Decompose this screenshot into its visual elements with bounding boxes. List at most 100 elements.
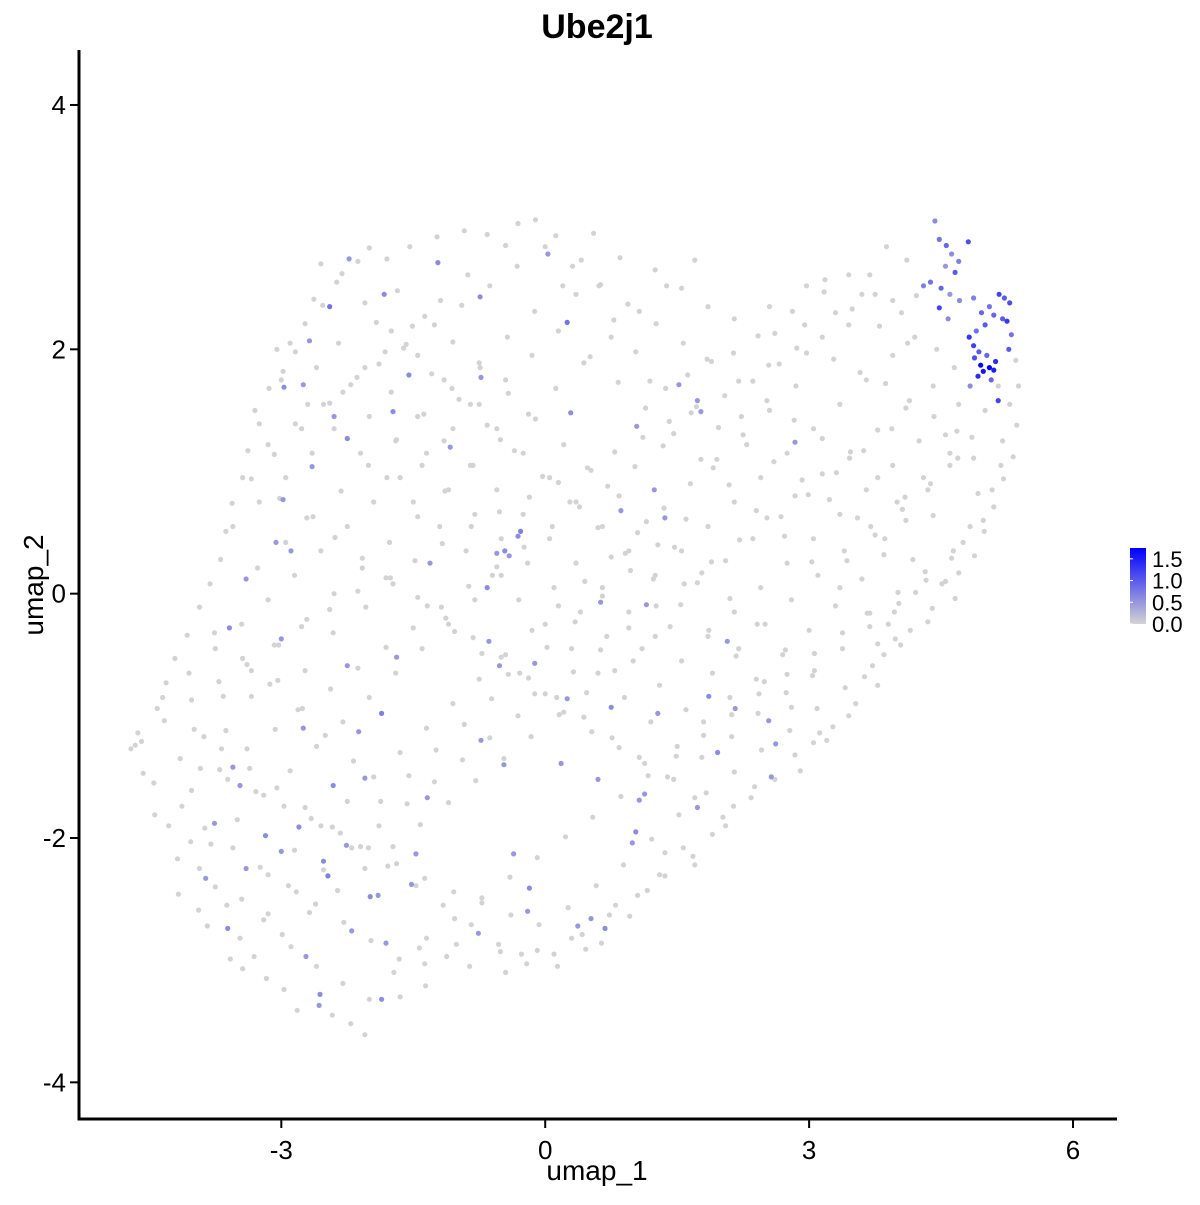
cell-point bbox=[890, 297, 896, 304]
cell-point-expressing bbox=[343, 842, 349, 848]
x-tick-label: 0 bbox=[538, 1135, 552, 1165]
cell-point-expressing bbox=[303, 953, 309, 960]
cell-point bbox=[554, 694, 560, 701]
cell-point bbox=[762, 621, 768, 627]
cell-point bbox=[616, 745, 622, 751]
cell-point bbox=[240, 655, 246, 662]
cell-point bbox=[772, 330, 778, 336]
cell-point bbox=[394, 861, 400, 867]
cell-point bbox=[569, 646, 575, 652]
cell-point bbox=[472, 597, 478, 603]
cell-point bbox=[929, 605, 935, 611]
cell-point bbox=[553, 233, 559, 239]
cell-point bbox=[313, 901, 319, 907]
cell-point-expressing bbox=[280, 497, 286, 503]
cell-point bbox=[487, 283, 493, 289]
cell-point bbox=[708, 559, 715, 565]
cell-point bbox=[503, 652, 509, 658]
cell-point bbox=[912, 334, 918, 340]
cell-point bbox=[524, 961, 530, 967]
cell-point-expressing bbox=[942, 263, 949, 269]
cell-point bbox=[615, 379, 621, 385]
cell-point bbox=[449, 385, 455, 391]
cell-point bbox=[280, 368, 286, 374]
cell-point bbox=[837, 585, 843, 591]
cell-point bbox=[632, 464, 638, 470]
cell-point bbox=[366, 245, 372, 251]
cell-point bbox=[555, 479, 562, 486]
cell-point bbox=[714, 456, 720, 462]
cell-point bbox=[847, 449, 854, 455]
cell-point bbox=[922, 569, 928, 575]
cell-point bbox=[692, 862, 698, 868]
cell-point-expressing bbox=[698, 409, 704, 415]
cell-point bbox=[578, 257, 584, 263]
cell-point bbox=[705, 633, 711, 640]
cell-point bbox=[612, 449, 618, 455]
cell-point-expressing bbox=[676, 382, 682, 388]
cell-point-expressing bbox=[967, 383, 973, 389]
cell-point bbox=[140, 770, 146, 776]
cell-point bbox=[197, 765, 203, 772]
cell-point bbox=[655, 542, 661, 548]
cell-point bbox=[439, 541, 445, 547]
cell-point-expressing bbox=[715, 749, 721, 756]
cell-point bbox=[413, 883, 419, 889]
x-tick-label: -3 bbox=[270, 1135, 293, 1165]
cell-point bbox=[466, 583, 472, 589]
cell-point bbox=[688, 410, 694, 416]
y-tick-label: 0 bbox=[52, 579, 66, 609]
cell-point bbox=[573, 560, 579, 566]
cell-point bbox=[397, 749, 403, 756]
cell-point-expressing bbox=[732, 705, 738, 712]
cell-point bbox=[561, 442, 567, 448]
cell-point bbox=[313, 743, 320, 750]
cell-point bbox=[783, 690, 789, 696]
cell-point-expressing bbox=[986, 365, 993, 371]
cell-point bbox=[467, 963, 473, 969]
cell-point-expressing bbox=[408, 881, 415, 888]
cell-point bbox=[223, 528, 229, 535]
cell-point bbox=[549, 523, 555, 530]
cell-point bbox=[256, 499, 262, 505]
cell-point bbox=[423, 450, 430, 456]
cell-point bbox=[299, 426, 305, 432]
cell-point bbox=[576, 504, 583, 510]
cell-point bbox=[223, 727, 229, 734]
cell-point bbox=[515, 220, 521, 227]
cell-point bbox=[196, 907, 202, 913]
cell-point bbox=[875, 475, 881, 481]
cell-point bbox=[207, 581, 213, 587]
cell-point-expressing bbox=[965, 239, 971, 245]
cell-point bbox=[864, 610, 870, 616]
cell-point bbox=[573, 291, 579, 297]
cell-point bbox=[995, 383, 1001, 389]
cell-point-expressing bbox=[595, 776, 601, 783]
cell-point bbox=[758, 585, 764, 591]
x-tick-label: 6 bbox=[1066, 1135, 1080, 1165]
cell-point-expressing bbox=[296, 824, 302, 830]
cell-point bbox=[822, 277, 828, 283]
cell-point-expressing bbox=[975, 373, 981, 379]
cell-point bbox=[320, 867, 327, 873]
cell-point bbox=[225, 776, 231, 783]
cell-point bbox=[344, 798, 350, 805]
y-axis-label: umap_2 bbox=[18, 534, 49, 635]
cell-point bbox=[854, 515, 861, 521]
cell-point bbox=[368, 938, 374, 944]
cell-point bbox=[366, 694, 372, 701]
cell-point bbox=[397, 475, 403, 481]
y-tick-label: 4 bbox=[52, 90, 66, 120]
cell-point bbox=[660, 443, 666, 449]
cell-point bbox=[384, 256, 390, 262]
cell-point bbox=[443, 615, 449, 621]
colorbar-legend: 0.00.51.01.5 bbox=[1130, 547, 1183, 637]
cell-point-expressing bbox=[952, 269, 958, 275]
cell-point bbox=[599, 523, 606, 530]
cell-point bbox=[224, 902, 230, 908]
cell-point bbox=[174, 856, 181, 862]
cell-point bbox=[288, 944, 294, 950]
cell-point bbox=[484, 231, 490, 238]
cell-point bbox=[553, 385, 559, 391]
